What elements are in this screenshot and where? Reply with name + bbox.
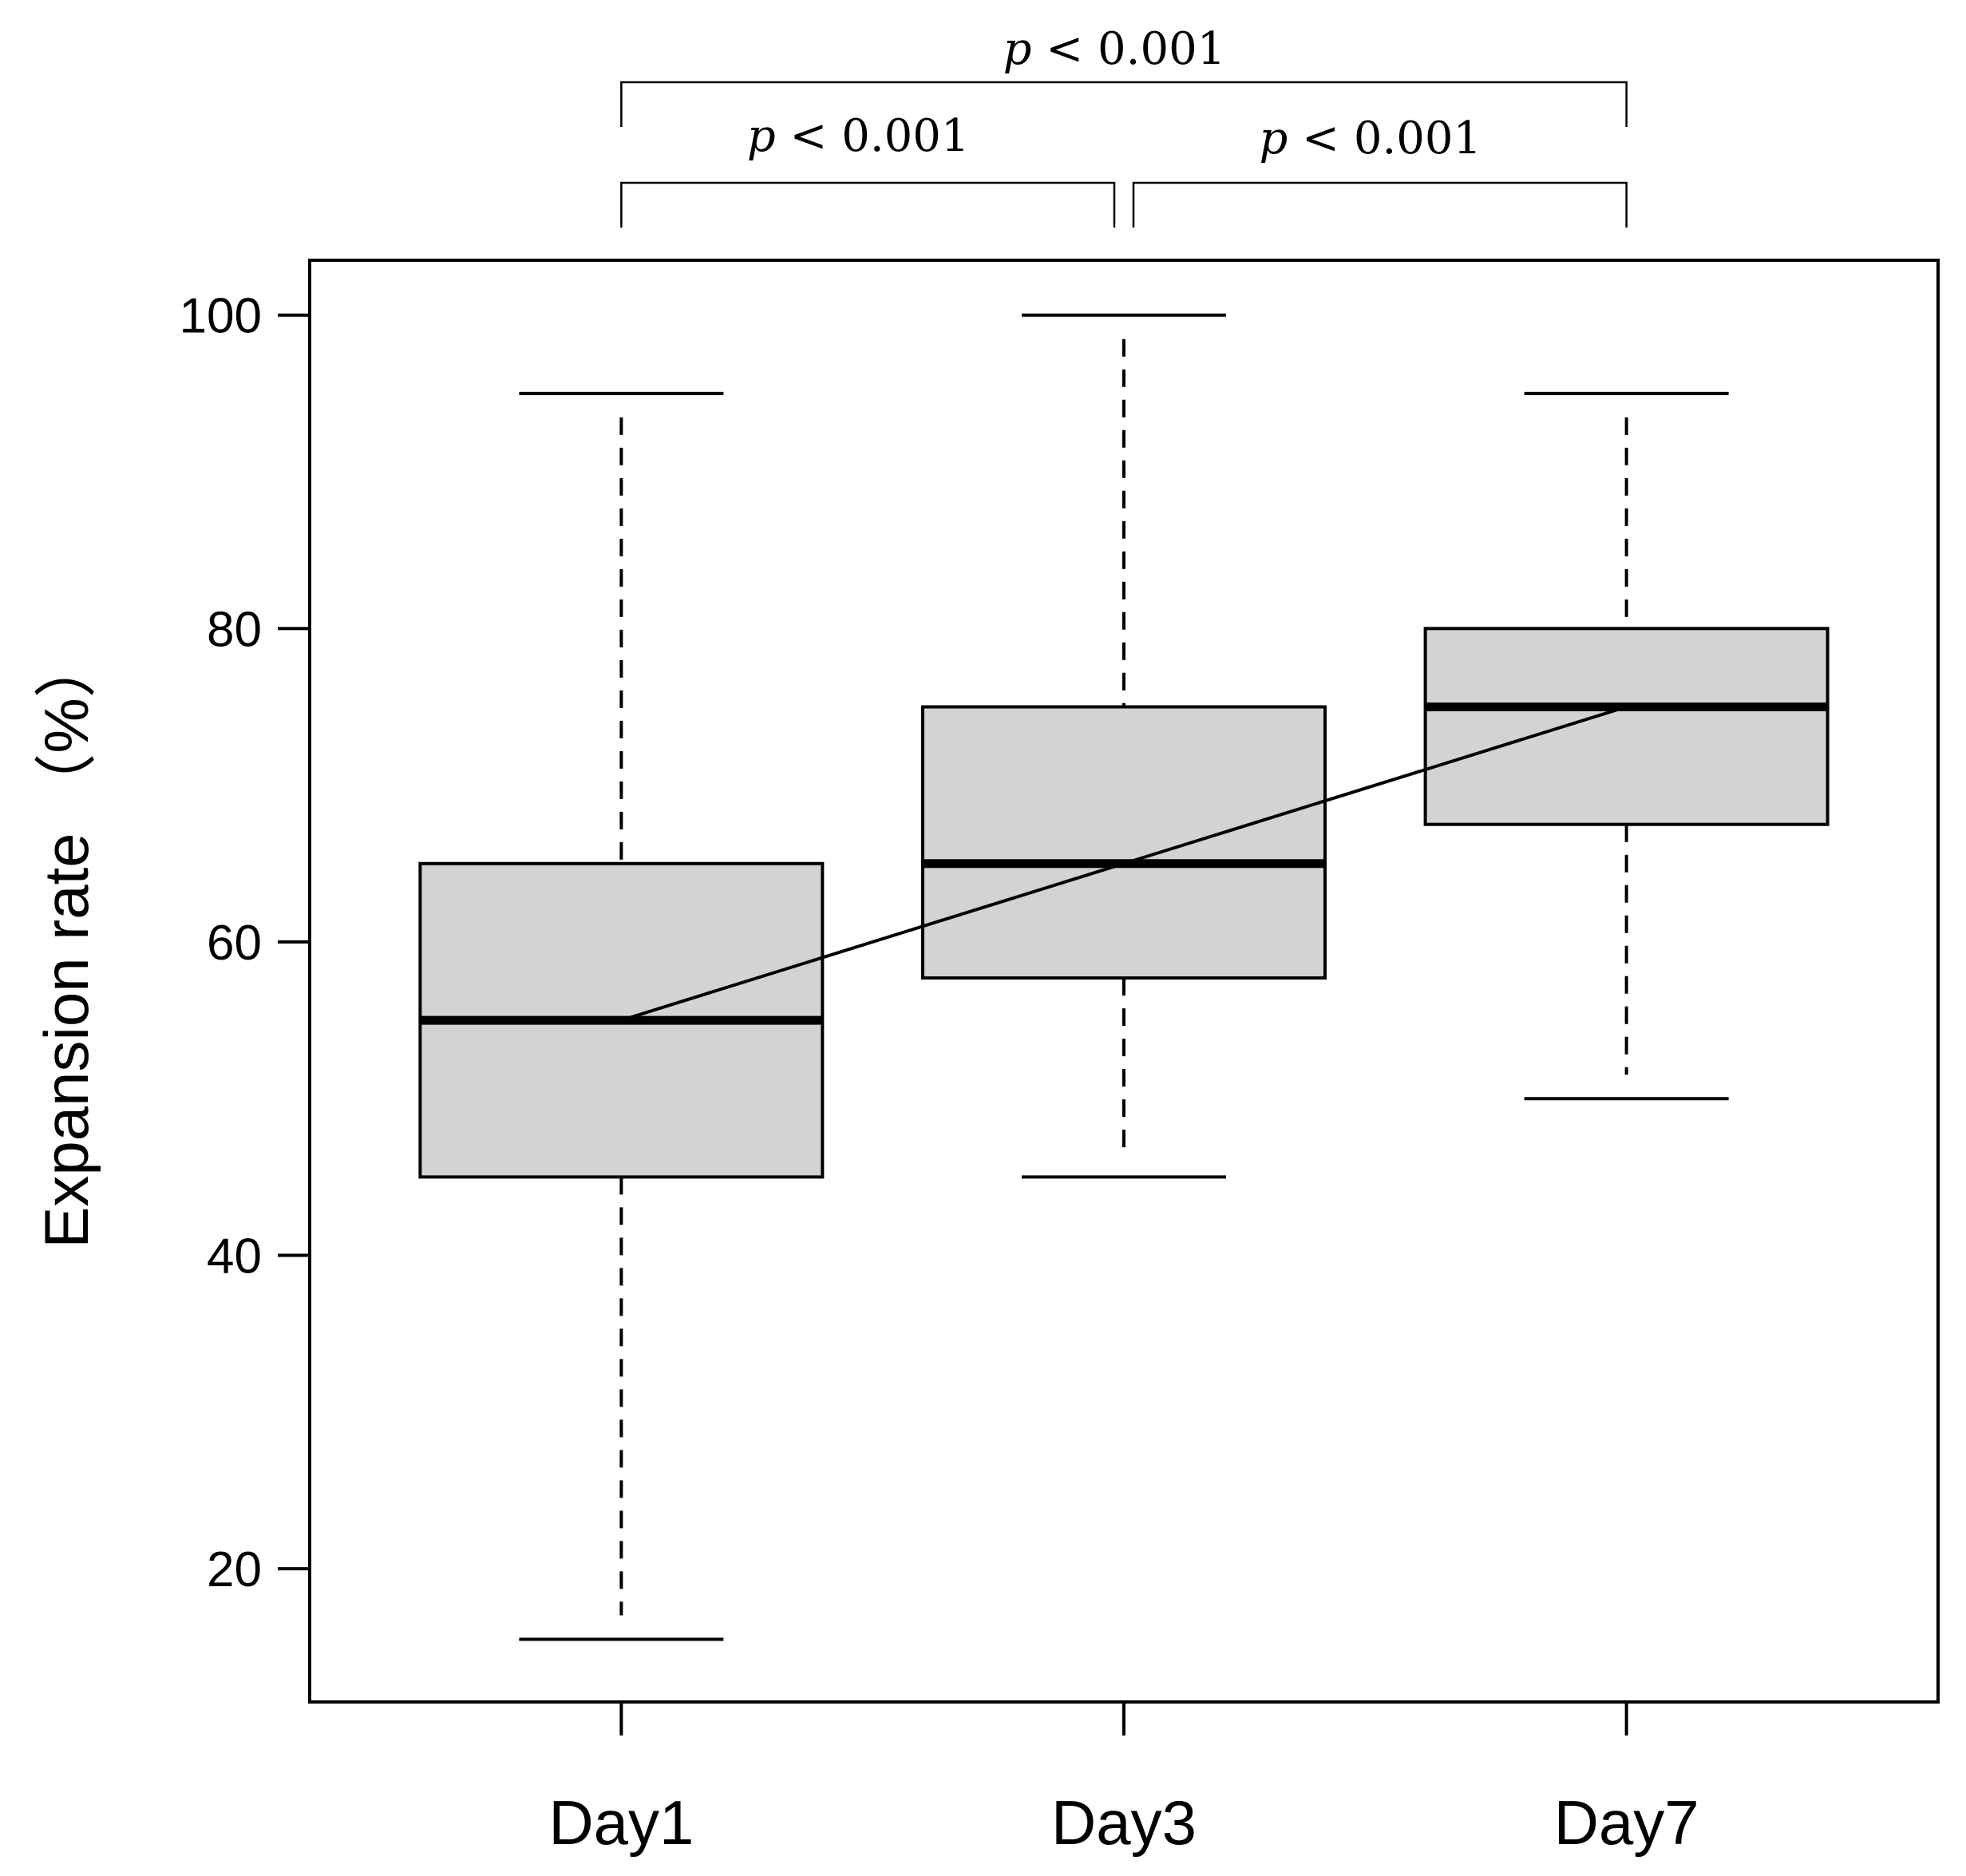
y-tick-label: 60 — [207, 916, 262, 971]
bracket-day1-day7: p < 0.001 — [620, 23, 1628, 127]
p-value-label: p < 0.001 — [1259, 113, 1481, 164]
y-axis-label: Expansion rate （%） — [31, 635, 101, 1248]
x-axis: Day1 Day3 Day7 — [548, 1702, 1699, 1858]
iqr-box — [921, 705, 1327, 980]
box-day7 — [1423, 391, 1830, 1101]
p-symbol: p — [1259, 113, 1288, 164]
median-trend-line — [620, 705, 1628, 1022]
bracket-day1-day3: p < 0.001 — [620, 110, 1116, 228]
iqr-box — [1423, 627, 1830, 826]
y-tick-label: 80 — [207, 602, 262, 657]
box-day1 — [418, 391, 825, 1641]
p-value: < 0.001 — [776, 110, 970, 162]
p-value-label: p < 0.001 — [747, 110, 970, 162]
bracket-line — [620, 81, 1628, 127]
p-value: < 0.001 — [1288, 113, 1481, 164]
x-category-label: Day7 — [1554, 1787, 1699, 1858]
y-axis: 20 40 60 80 100 — [180, 289, 310, 1597]
y-tick-label: 40 — [207, 1229, 262, 1284]
box-day3 — [921, 313, 1327, 1179]
y-tick-label: 100 — [180, 289, 262, 344]
boxes — [418, 313, 1830, 1641]
bracket-line — [1132, 181, 1628, 228]
p-symbol: p — [747, 110, 776, 162]
bracket-day3-day7: p < 0.001 — [1132, 113, 1628, 228]
p-value-label: p < 0.001 — [1003, 23, 1226, 75]
median-trend — [620, 705, 1628, 1022]
x-category-label: Day3 — [1051, 1787, 1197, 1858]
p-symbol: p — [1003, 23, 1032, 75]
y-tick-label: 20 — [207, 1542, 262, 1597]
bracket-line — [620, 181, 1116, 228]
p-value: < 0.001 — [1032, 23, 1226, 75]
x-category-label: Day1 — [548, 1787, 694, 1858]
